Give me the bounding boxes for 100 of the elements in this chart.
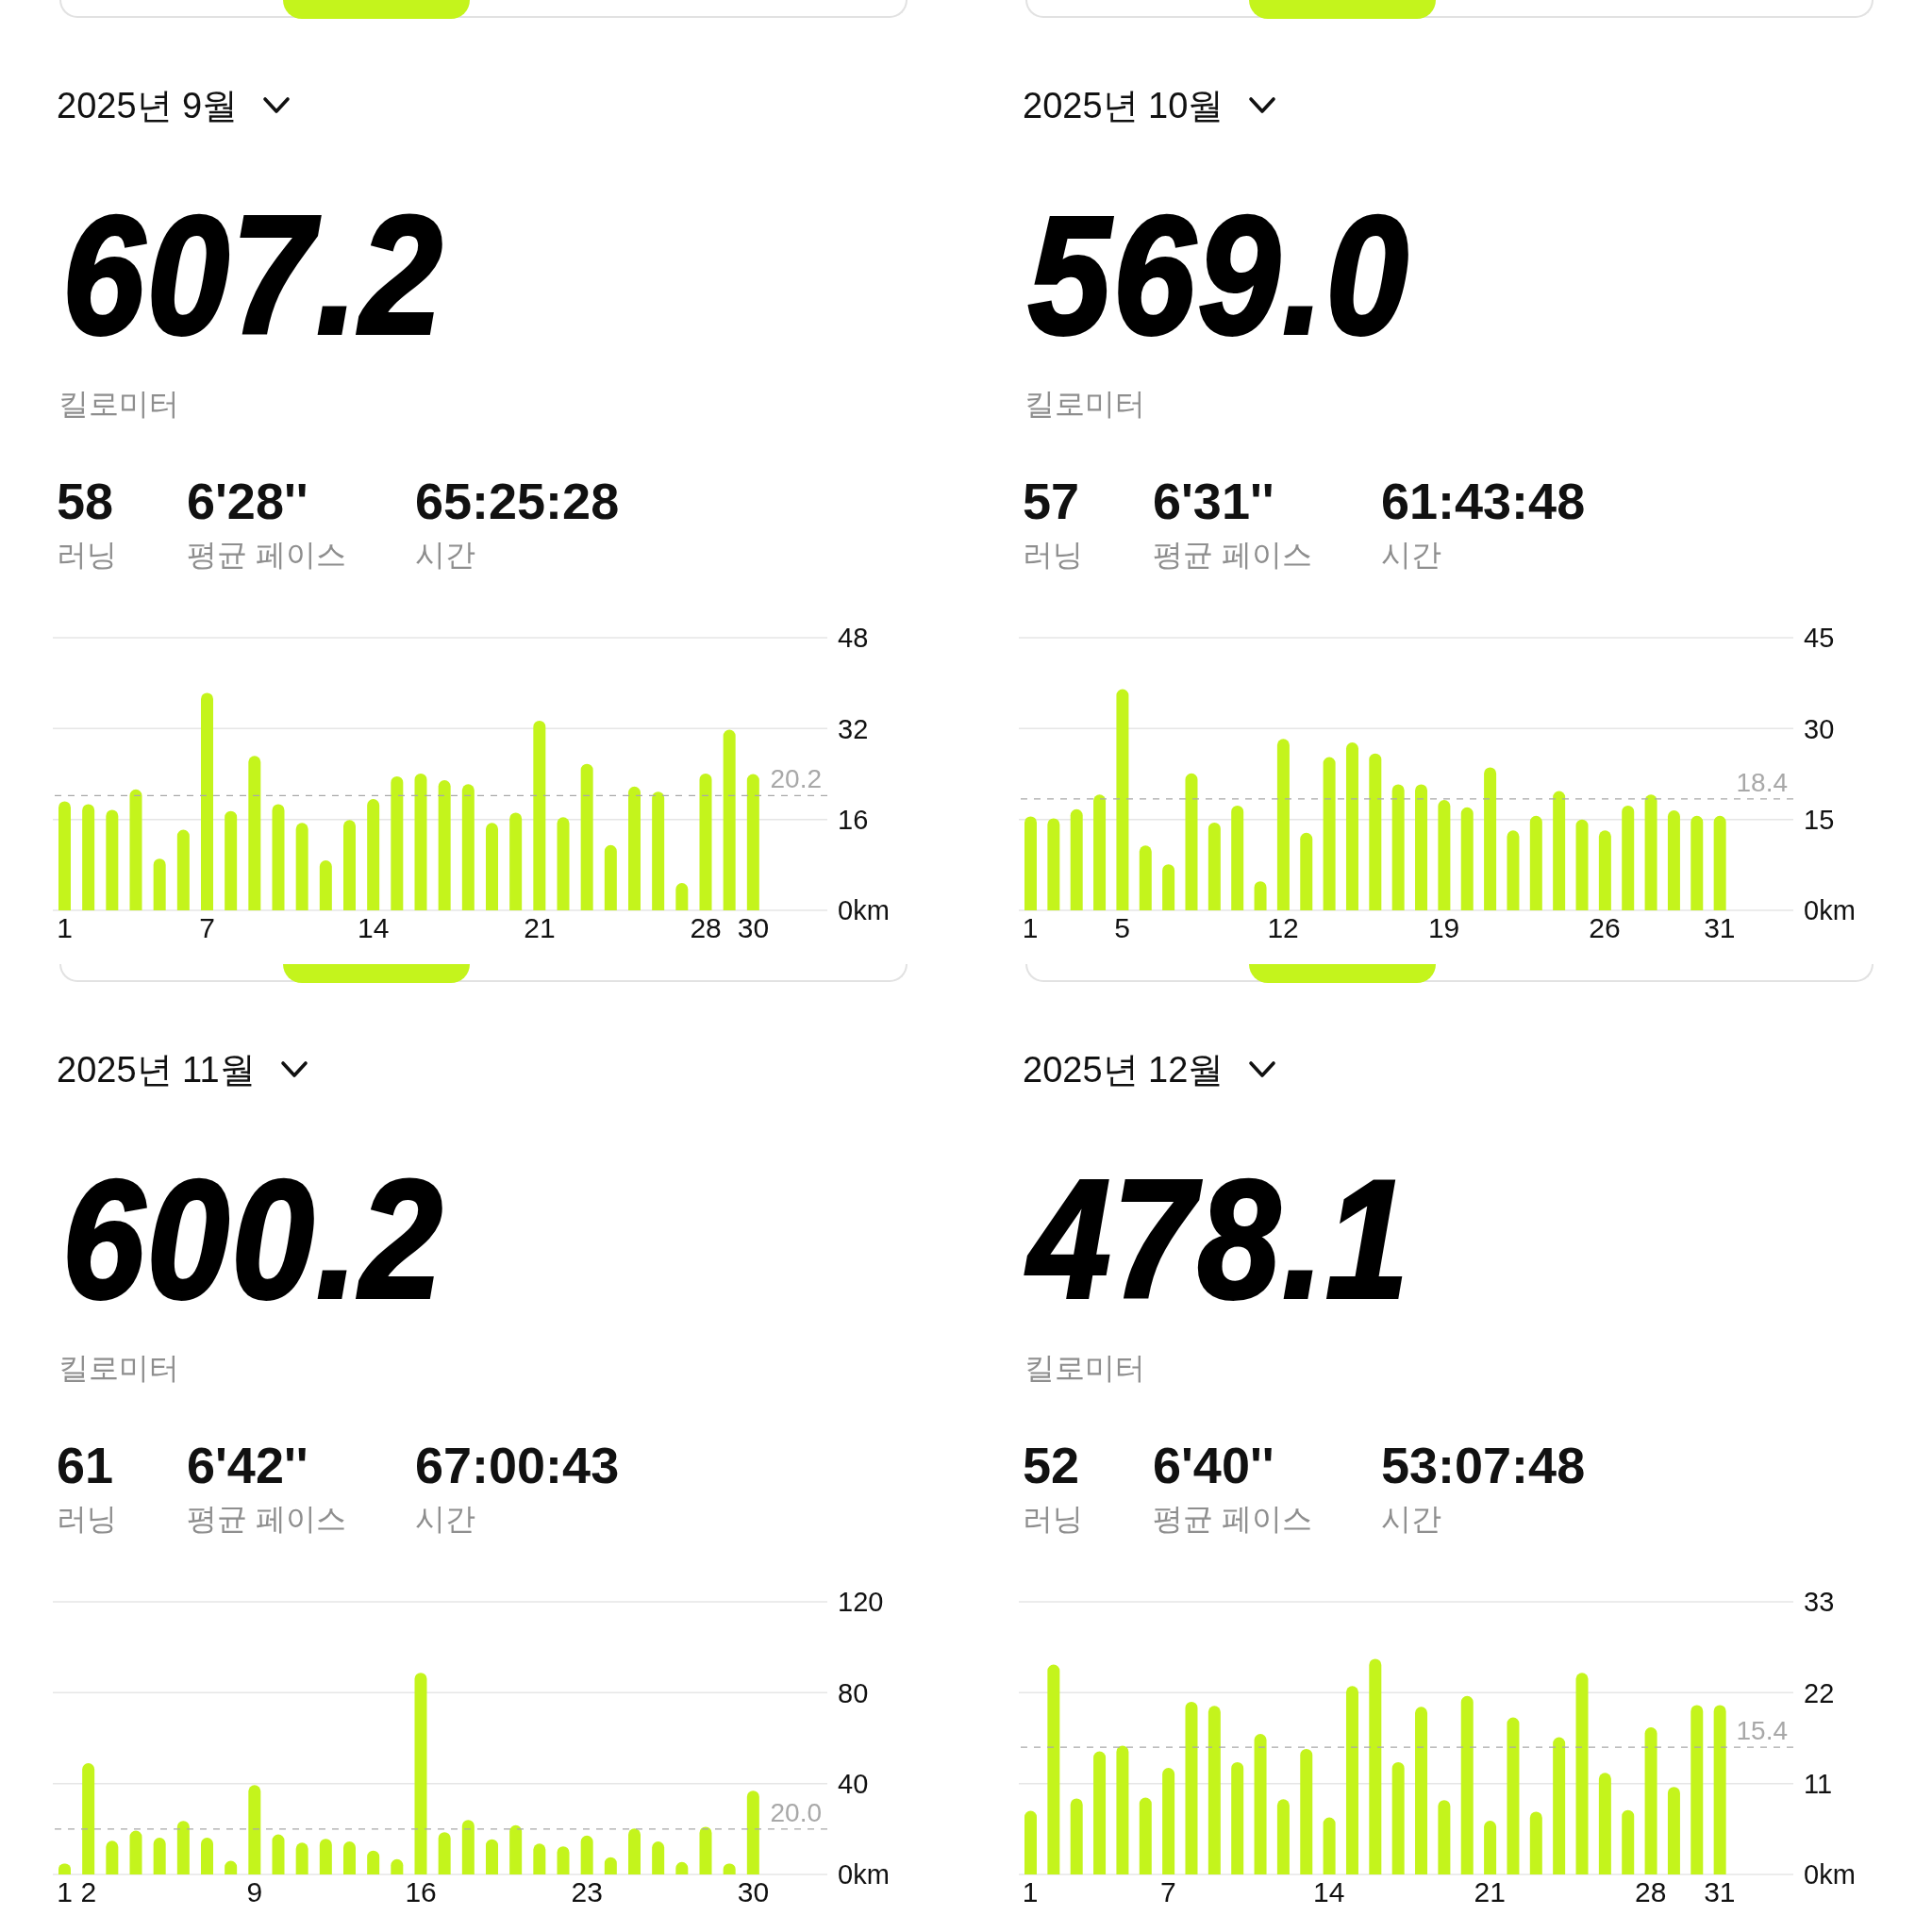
bar <box>1438 800 1451 910</box>
bar <box>1300 832 1313 910</box>
text: 6'28'' <box>187 473 308 529</box>
bar <box>106 1840 119 1874</box>
bar <box>1093 1751 1107 1874</box>
text: 53:07:48 <box>1381 1437 1586 1493</box>
bar <box>319 1839 332 1874</box>
chart-title: 2025년 11월 <box>57 1050 256 1090</box>
bar <box>604 844 617 910</box>
bar <box>248 756 261 910</box>
bar <box>628 1828 641 1874</box>
x-tick-label: 21 <box>524 912 556 944</box>
bar <box>557 817 570 910</box>
x-tick-label: 1 <box>1022 1876 1039 1908</box>
text: 시간 <box>415 1502 475 1536</box>
text: 러닝 <box>57 1502 117 1536</box>
bar <box>557 1846 570 1874</box>
text: 러닝 <box>1023 1502 1083 1536</box>
bar <box>153 858 166 910</box>
bar <box>461 784 475 910</box>
x-tick-label: 14 <box>358 912 390 944</box>
text: 킬로미터 <box>1024 387 1145 421</box>
y-tick-label: 0km <box>1804 1859 1856 1890</box>
x-tick-label: 1 <box>57 912 73 944</box>
x-tick-label: 1 <box>57 1876 73 1908</box>
bar <box>1690 815 1704 910</box>
bar <box>723 729 736 910</box>
bar <box>1575 819 1589 910</box>
bar <box>1162 864 1175 910</box>
bar <box>1415 784 1428 910</box>
x-tick-label: 1 <box>1022 912 1039 944</box>
y-tick-label: 16 <box>838 804 869 835</box>
bar <box>1667 1787 1680 1874</box>
bar <box>248 1785 261 1874</box>
y-tick-label: 120 <box>838 1587 884 1618</box>
text: 평균 페이스 <box>1153 1502 1312 1536</box>
bar <box>129 789 142 910</box>
bar <box>509 812 523 910</box>
text: 킬로미터 <box>58 1351 179 1385</box>
bar <box>1460 1695 1474 1874</box>
bar <box>580 763 593 910</box>
bar <box>1690 1705 1704 1874</box>
text: 58 <box>57 473 114 529</box>
bar <box>486 1839 498 1874</box>
bar <box>106 809 119 910</box>
x-tick-label: 2 <box>80 1876 97 1908</box>
text: 65:25:28 <box>415 473 620 529</box>
x-tick-label: 28 <box>1635 1876 1667 1908</box>
bar <box>1231 1761 1244 1874</box>
bar <box>1713 1705 1726 1874</box>
ref-line-label: 15.4 <box>1736 1716 1788 1746</box>
bar <box>509 1824 523 1874</box>
text: 시간 <box>415 538 475 572</box>
bar <box>1553 791 1566 910</box>
bar <box>438 1832 451 1874</box>
bar <box>272 1834 285 1874</box>
text: 러닝 <box>1023 538 1083 572</box>
x-tick-label: 26 <box>1589 912 1621 944</box>
bar <box>1622 805 1635 910</box>
bar <box>1300 1748 1313 1874</box>
bar <box>82 804 95 910</box>
bar <box>1254 1734 1267 1874</box>
bar <box>1575 1673 1589 1874</box>
y-tick-label: 22 <box>1804 1677 1835 1708</box>
text: 시간 <box>1381 1502 1441 1536</box>
y-tick-label: 33 <box>1804 1587 1835 1618</box>
text: 600.2 <box>62 1145 445 1333</box>
text: 러닝 <box>57 538 117 572</box>
bar <box>1644 1727 1657 1874</box>
bar <box>1415 1707 1428 1874</box>
x-tick-label: 30 <box>737 1876 770 1908</box>
bar <box>1345 742 1358 910</box>
bar <box>1369 753 1382 910</box>
bar <box>367 798 380 910</box>
bar <box>201 1837 213 1874</box>
bar <box>1323 1817 1336 1874</box>
text: 61 <box>57 1437 114 1493</box>
text: 6'40'' <box>1153 1437 1274 1493</box>
y-tick-label: 15 <box>1804 804 1835 835</box>
ref-line-label: 20.2 <box>770 764 822 794</box>
text: 57 <box>1023 473 1080 529</box>
bar <box>201 692 213 910</box>
bar <box>533 720 546 910</box>
bar <box>129 1830 142 1874</box>
bar <box>1507 830 1520 910</box>
bar <box>1231 805 1244 910</box>
text: 평균 페이스 <box>187 538 346 572</box>
bar <box>58 801 71 910</box>
bar <box>652 791 665 910</box>
text: 평균 페이스 <box>1153 538 1312 572</box>
y-tick-label: 32 <box>838 713 869 744</box>
y-tick-label: 80 <box>838 1677 869 1708</box>
bar <box>176 1821 190 1874</box>
bar <box>438 780 451 910</box>
bar <box>1116 689 1129 910</box>
bar <box>225 810 238 910</box>
y-tick-label: 45 <box>1804 623 1835 654</box>
bar <box>580 1835 593 1874</box>
bar <box>1391 1761 1405 1874</box>
bar <box>1622 1809 1635 1874</box>
